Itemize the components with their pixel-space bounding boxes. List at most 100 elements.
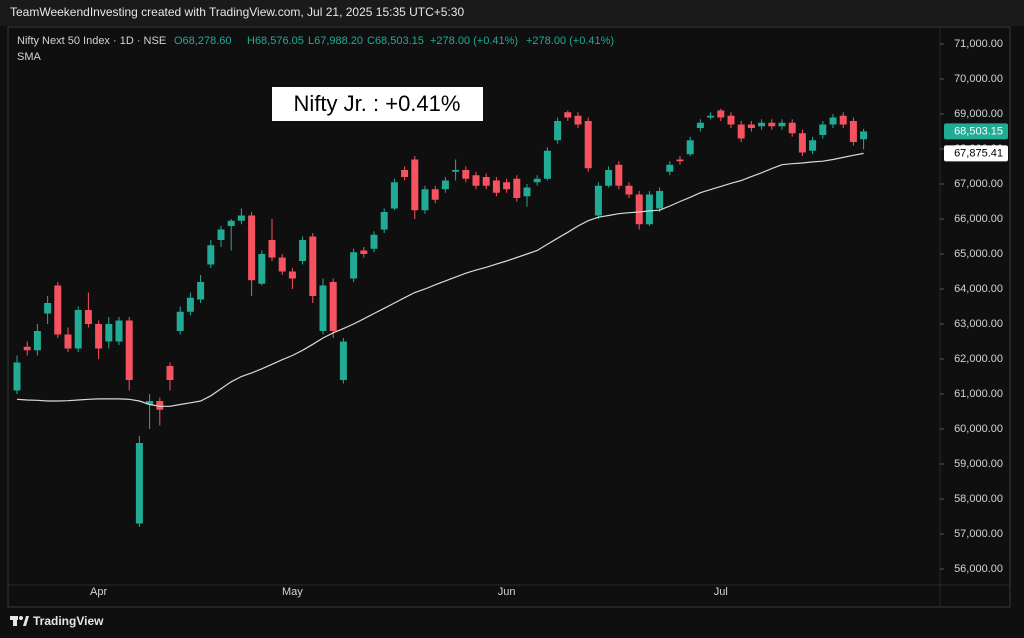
legend-close: C68,503.15 (367, 35, 424, 47)
candle-body (370, 234, 378, 249)
candle-body (278, 257, 286, 272)
candle-body (54, 285, 62, 335)
candle-body (574, 115, 582, 125)
candle-body (727, 115, 735, 125)
annotation: Nifty Jr. : +0.41% (294, 91, 461, 116)
candle-body (105, 324, 113, 342)
candle-body (13, 362, 21, 391)
legend-open: O68,278.60 (174, 35, 232, 47)
candle-body (666, 164, 674, 172)
header-bar (0, 0, 1024, 26)
candle-body (707, 115, 715, 118)
header-text: TeamWeekendInvesting created with Tradin… (10, 5, 464, 19)
y-tick-label: 67,000.00 (954, 178, 1003, 190)
candle-body (258, 253, 266, 284)
candle-body (23, 346, 31, 351)
y-tick-label: 64,000.00 (954, 283, 1003, 295)
y-tick-label: 60,000.00 (954, 423, 1003, 435)
y-tick-label: 71,000.00 (954, 38, 1003, 50)
candle-body (299, 239, 307, 261)
candle-body (84, 310, 92, 325)
candle-body (635, 194, 643, 225)
candle-body (135, 443, 143, 524)
candle-body (676, 159, 684, 162)
candle-body (778, 122, 786, 127)
footer-text: TradingView (33, 614, 104, 628)
candle-body (737, 124, 745, 139)
candle-body (44, 302, 52, 314)
legend-low: L67,988.20 (308, 35, 363, 47)
y-tick-label: 69,000.00 (954, 108, 1003, 120)
y-tick-label: 62,000.00 (954, 353, 1003, 365)
candle-body (33, 331, 41, 351)
candle-body (615, 164, 623, 186)
annotation-box (272, 87, 483, 121)
candle-body (839, 115, 847, 125)
candle-body (472, 175, 480, 186)
sma-line (16, 152, 864, 407)
candle-body (64, 334, 72, 349)
candle-body (554, 120, 562, 141)
candle-body (186, 297, 194, 312)
candle-body (248, 215, 256, 281)
candle-body (696, 122, 704, 128)
candle-body (492, 180, 500, 193)
candle-body (686, 140, 694, 155)
y-tick-label: 61,000.00 (954, 388, 1003, 400)
candle-body (645, 194, 653, 225)
x-tick-label: Jul (714, 586, 728, 598)
candle-body (860, 131, 868, 140)
candle-body (390, 182, 398, 209)
candle-body (503, 182, 511, 190)
candle-body (849, 120, 857, 142)
candle-body (452, 169, 460, 172)
candle-body (329, 281, 337, 332)
candle-body (564, 112, 572, 118)
candle-body (237, 215, 245, 221)
candle-body (350, 252, 358, 279)
candle-body (360, 250, 368, 254)
y-tick-label: 57,000.00 (954, 528, 1003, 540)
y-tick-label: 56,000.00 (954, 563, 1003, 575)
candle-body (217, 229, 225, 240)
candle-body (543, 150, 551, 179)
candle-body (747, 124, 755, 128)
sma-value-label: 67,875.41 (954, 147, 1003, 159)
legend-sma: SMA (17, 51, 42, 63)
candle-body (513, 178, 521, 198)
legend-high: H68,576.05 (247, 35, 304, 47)
x-tick-label: May (282, 586, 303, 598)
x-tick-label: Apr (90, 586, 107, 598)
candle-body (74, 310, 82, 349)
legend-change: +278.00 (+0.41%) (526, 35, 614, 47)
chart-panel (7, 26, 1011, 608)
candle-body (829, 117, 837, 125)
candle-body (146, 401, 154, 405)
candle-body (309, 236, 317, 296)
last-price-tag (944, 123, 1008, 140)
y-tick-label: 63,000.00 (954, 318, 1003, 330)
candle-body (809, 140, 817, 151)
candle-body (605, 169, 613, 186)
candle-body (656, 190, 664, 209)
candle-body (819, 124, 827, 135)
candle-body (594, 185, 602, 216)
legend-change: +278.00 (+0.41%) (430, 35, 518, 47)
x-tick-label: Jun (498, 586, 516, 598)
candle-body (788, 122, 796, 134)
y-tick-label: 65,000.00 (954, 248, 1003, 260)
candle-body (482, 176, 490, 186)
last-price-label: 68,503.15 (954, 125, 1003, 137)
candle-body (176, 311, 184, 332)
candle-body (758, 122, 766, 127)
candle-body (207, 245, 215, 265)
candle-body (768, 122, 776, 127)
y-tick-label: 59,000.00 (954, 458, 1003, 470)
candle-body (95, 324, 103, 349)
candle-body (523, 187, 531, 197)
candle-body (462, 169, 470, 179)
candle-body (625, 185, 633, 195)
y-tick-label: 70,000.00 (954, 73, 1003, 85)
candle-body (380, 211, 388, 230)
